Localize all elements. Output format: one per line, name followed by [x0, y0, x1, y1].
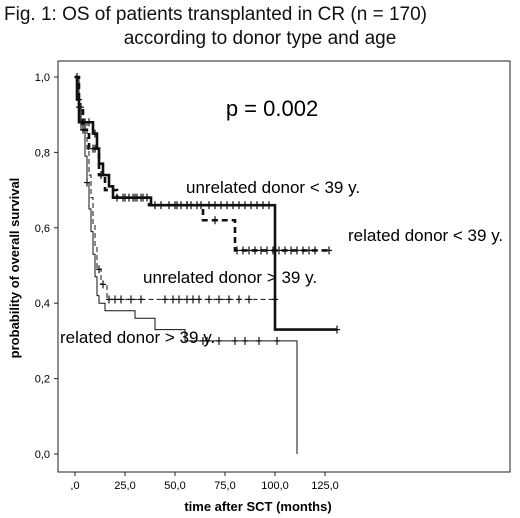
y-tick-label: 0,0 [35, 449, 50, 461]
y-tick-label: 1,0 [35, 72, 50, 84]
x-tick-label: 50,0 [164, 480, 185, 492]
series-label-related-old: related donor > 39 y. [60, 328, 215, 347]
y-tick-label: 0,6 [35, 223, 50, 235]
x-tick-label: 75,0 [214, 480, 235, 492]
x-tick-label: 100,0 [261, 480, 289, 492]
plot-area-frame [57, 60, 511, 473]
chart-title-line1: Fig. 1: OS of patients transplanted in C… [4, 4, 427, 25]
series-label-unrelated-young: unrelated donor < 39 y. [186, 178, 360, 197]
y-axis-ticks: 0,0 0,2 0,4 0,6 0,8 1,0 [35, 72, 58, 461]
series-line [75, 76, 298, 454]
chart-title-line2: according to donor type and age [123, 28, 397, 49]
p-value-annotation: p = 0.002 [226, 96, 318, 121]
y-tick-label: 0,8 [35, 147, 50, 159]
x-tick-label: ,0 [70, 480, 79, 492]
x-tick-label: 125,0 [311, 480, 339, 492]
series-label-related-young: related donor < 39 y. [348, 226, 503, 245]
y-tick-label: 0,4 [35, 298, 50, 310]
series-line [75, 76, 275, 300]
x-axis-ticks: ,0 25,0 50,0 75,0 100,0 125,0 [70, 472, 339, 492]
series-label-unrelated-old: unrelated donor > 39 y. [143, 268, 317, 287]
series-group [74, 73, 340, 454]
y-axis-label: probability of overall survival [7, 178, 22, 359]
x-axis-label: time after SCT (months) [184, 499, 331, 514]
x-tick-label: 25,0 [114, 480, 135, 492]
y-tick-label: 0,2 [35, 374, 50, 386]
